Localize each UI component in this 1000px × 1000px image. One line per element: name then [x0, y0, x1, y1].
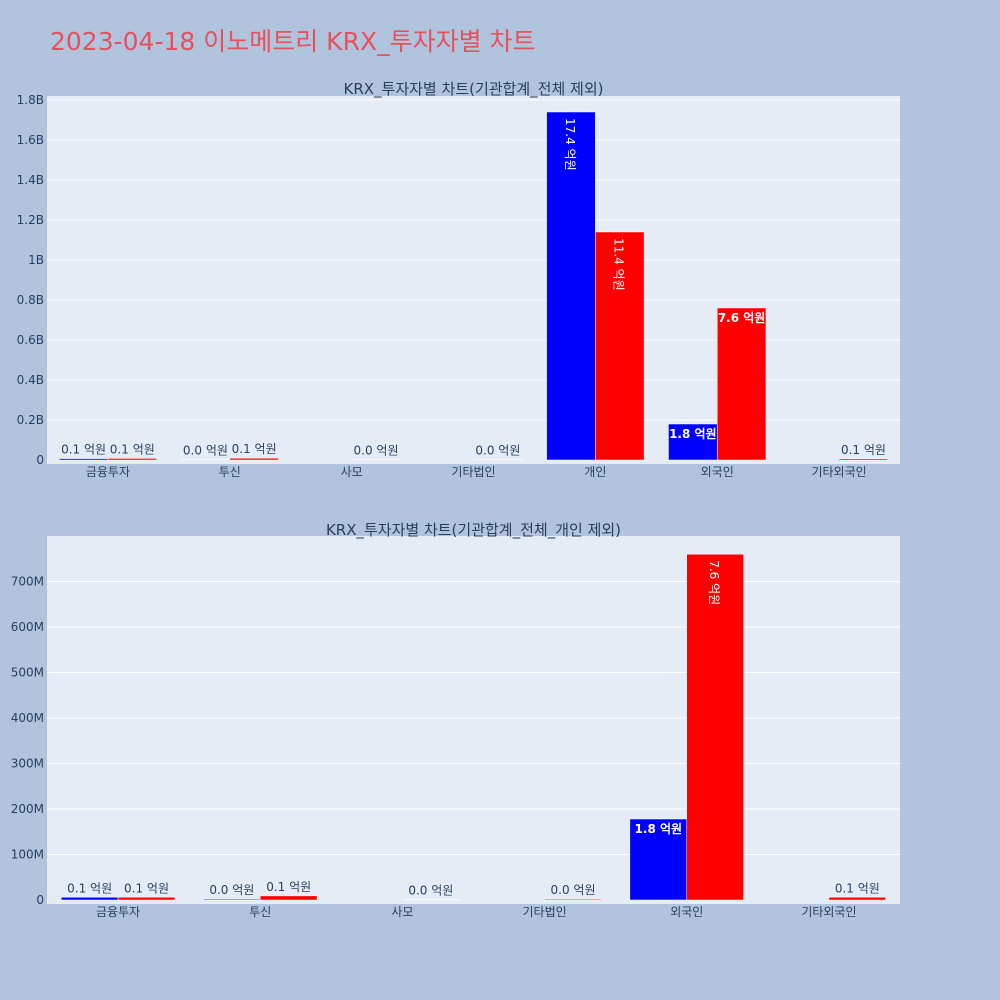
- x-tick-label: 사모: [341, 465, 363, 479]
- data-label: 0.0 억원: [408, 884, 453, 898]
- data-label: 0.1 억원: [61, 443, 106, 457]
- data-label: 0.1 억원: [232, 442, 277, 456]
- data-label: 0.1 억원: [266, 880, 311, 894]
- x-tick-label: 기타외국인: [811, 465, 866, 479]
- y-tick-label: 0: [36, 893, 44, 907]
- y-tick-label: 0.4B: [17, 373, 44, 387]
- x-tick-label: 금융투자: [86, 465, 130, 479]
- y-tick-label: 0.2B: [17, 413, 44, 427]
- x-tick-label: 금융투자: [96, 905, 140, 919]
- x-tick-label: 기타외국인: [801, 905, 856, 919]
- y-tick-label: 100M: [11, 848, 44, 862]
- y-tick-label: 1.8B: [17, 93, 44, 107]
- data-label: 1.8 억원: [635, 822, 683, 836]
- data-label: 0.1 억원: [124, 881, 169, 895]
- bar: [716, 307, 767, 461]
- data-label: 1.8 억원: [669, 427, 717, 441]
- bar: [402, 899, 460, 901]
- plot-area: [47, 96, 900, 464]
- bar: [229, 457, 279, 461]
- bar: [203, 898, 261, 901]
- bar: [58, 458, 109, 461]
- bar: [668, 423, 718, 461]
- y-tick-label: 1.2B: [17, 213, 44, 227]
- data-label: 0.1 억원: [67, 881, 112, 895]
- data-label: 0.0 억원: [354, 444, 399, 458]
- bar: [351, 459, 401, 461]
- plot-area: [47, 536, 900, 904]
- bar: [686, 553, 744, 901]
- x-tick-label: 외국인: [701, 465, 734, 479]
- data-label: 0.0 억원: [209, 883, 254, 897]
- y-tick-label: 200M: [11, 802, 44, 816]
- data-label: 11.4 억원: [612, 238, 626, 291]
- bar: [180, 459, 231, 461]
- y-tick-label: 700M: [11, 575, 44, 589]
- bar: [260, 895, 318, 901]
- data-label: 0.0 억원: [475, 444, 520, 458]
- y-tick-label: 300M: [11, 757, 44, 771]
- data-label: 0.0 억원: [551, 883, 596, 897]
- x-tick-label: 사모: [391, 905, 413, 919]
- bar: [595, 231, 645, 461]
- y-tick-label: 1B: [28, 253, 44, 267]
- chart-title: KRX_투자자별 차트(기관합계_전체_개인 제외): [326, 521, 621, 540]
- x-tick-label: 투신: [249, 905, 271, 919]
- data-label: 0.1 억원: [841, 443, 886, 457]
- data-label: 7.6 억원: [718, 311, 766, 325]
- y-tick-label: 600M: [11, 620, 44, 634]
- x-tick-label: 기타법인: [451, 465, 495, 479]
- page-title: 2023-04-18 이노메트리 KRX_투자자별 차트: [50, 27, 536, 56]
- chart-title: KRX_투자자별 차트(기관합계_전체 제외): [344, 80, 604, 99]
- y-tick-label: 0: [36, 453, 44, 467]
- y-tick-label: 1.6B: [17, 133, 44, 147]
- bar: [544, 898, 602, 901]
- data-label: 0.0 억원: [183, 444, 228, 458]
- bar: [117, 897, 176, 901]
- bar: [546, 111, 596, 461]
- data-label: 7.6 억원: [707, 560, 721, 605]
- x-tick-label: 투신: [219, 465, 241, 479]
- bar: [60, 897, 119, 901]
- x-tick-label: 기타법인: [522, 905, 566, 919]
- bar: [473, 459, 523, 461]
- chart-1: 0 0.2B 0.4B 0.6B 0.8B 1B 1.2B 1.4B 1.6B 1.8B KRX_투…: [17, 80, 900, 479]
- data-label: 0.1 억원: [835, 881, 880, 895]
- y-tick-label: 500M: [11, 666, 44, 680]
- bar: [107, 458, 157, 461]
- data-label: 0.1 억원: [110, 442, 155, 456]
- y-tick-label: 0.8B: [17, 293, 44, 307]
- x-tick-label: 외국인: [670, 905, 703, 919]
- chart-2: 0 100M 200M 300M 400M 500M 600M 700M KRX_투자자별 차트…: [11, 521, 900, 919]
- x-tick-label: 개인: [584, 465, 606, 479]
- y-tick-label: 400M: [11, 711, 44, 725]
- data-label: 17.4 억원: [563, 118, 577, 171]
- bar: [828, 897, 887, 901]
- y-tick-label: 0.6B: [17, 333, 44, 347]
- bar: [629, 818, 688, 901]
- bar: [838, 458, 889, 461]
- y-tick-label: 1.4B: [17, 173, 44, 187]
